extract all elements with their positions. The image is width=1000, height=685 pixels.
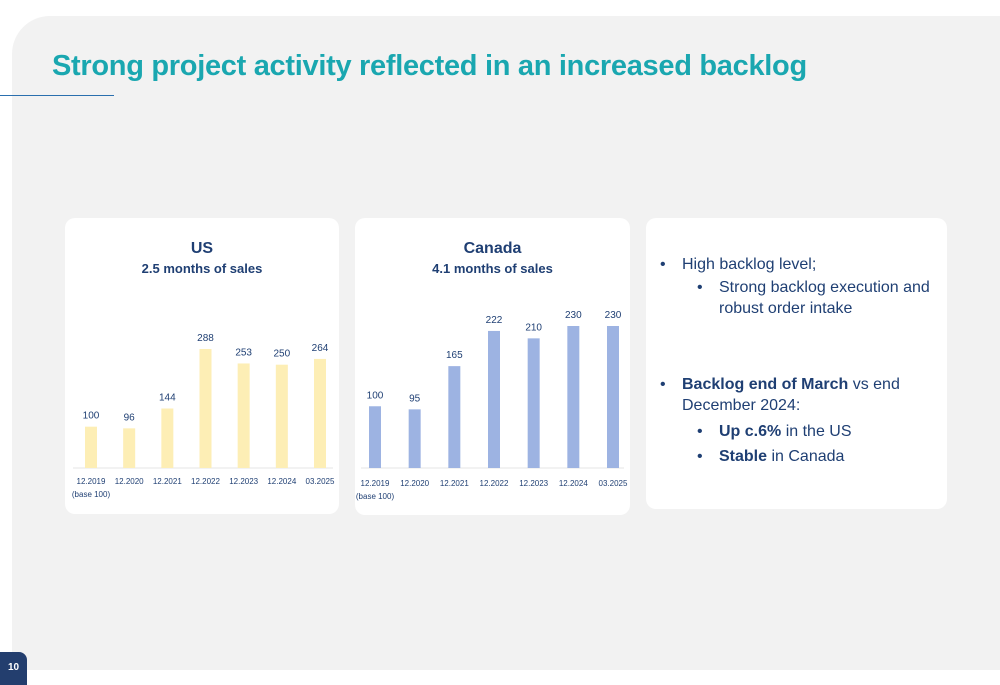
canada-value-label: 100 — [367, 390, 384, 401]
canada-bar — [369, 406, 381, 468]
bullet-canada: • Stable in Canada — [697, 446, 919, 467]
canada-bar-chart: 100 12.2019 (base 100) 95 12.2020 165 12.2021 2… — [356, 310, 628, 501]
canada-tick-label: 12.2023 — [519, 479, 548, 488]
page-number-tab: 10 — [0, 652, 27, 685]
bullet-marker: • — [660, 376, 666, 393]
us-bar — [237, 363, 250, 468]
canada-chart-card: Canada 4.1 months of sales 100 12.2019 (ba… — [355, 218, 630, 515]
us-tick-label: 12.2022 — [191, 477, 220, 486]
bullet-marker: • — [660, 256, 666, 273]
canada-bar — [607, 326, 619, 468]
us-chart-title: US — [190, 240, 214, 257]
bullet-list: • High backlog level; • Strong backlog e… — [646, 218, 947, 509]
page-title: Strong project activity reflected in an … — [52, 50, 807, 82]
canada-tick-label: 12.2019 — [361, 479, 390, 488]
us-bar — [314, 358, 326, 468]
us-chart-card: US 2.5 months of sales 100 12.2019 (base 1… — [65, 218, 339, 514]
bullet-marker: • — [697, 279, 703, 296]
us-value-label: 250 — [273, 349, 290, 360]
us-bar — [85, 426, 97, 468]
canada-bar — [408, 409, 421, 468]
bullet-us: • Up c.6% in the US — [697, 421, 919, 442]
canada-chart-title: Canada — [463, 240, 522, 257]
canada-tick-note: (base 100) — [356, 492, 395, 501]
canada-value-label: 230 — [565, 310, 582, 321]
us-bar — [161, 408, 174, 468]
bullet-bold-text: Stable — [719, 448, 768, 465]
canada-tick-label: 12.2021 — [440, 479, 469, 488]
us-tick-label: 12.2019 — [77, 477, 106, 486]
bullet-backlog-level: • High backlog level; — [660, 254, 932, 275]
bullet-marker: • — [697, 448, 703, 465]
us-bar-chart: 100 12.2019 (base 100) 96 12.2020 144 12.2021 2… — [72, 333, 335, 499]
canada-chart-subtitle: 4.1 months of sales — [432, 261, 553, 276]
canada-tick-label: 12.2020 — [400, 479, 429, 488]
us-bar — [199, 349, 212, 468]
us-value-label: 288 — [197, 333, 214, 344]
commentary-card: • High backlog level; • Strong backlog e… — [646, 218, 947, 509]
us-tick-label: 12.2021 — [153, 477, 182, 486]
us-chart-subtitle: 2.5 months of sales — [141, 261, 263, 276]
us-value-label: 100 — [83, 411, 100, 422]
us-bar — [275, 364, 288, 468]
page-number: 10 — [7, 662, 20, 673]
us-value-label: 253 — [235, 347, 252, 358]
us-tick-label: 03.2025 — [306, 477, 335, 486]
us-value-label: 264 — [312, 343, 329, 354]
us-tick-label: 12.2023 — [229, 477, 258, 486]
bullet-bold-text: Up c.6% — [719, 423, 782, 440]
canada-bar — [567, 326, 580, 468]
us-bar — [123, 428, 136, 468]
canada-value-label: 230 — [605, 310, 622, 321]
bullet-text: Strong backlog execution and robust orde… — [719, 279, 930, 317]
canada-value-label: 165 — [446, 350, 463, 361]
canada-bar — [527, 338, 540, 468]
canada-tick-label: 03.2025 — [599, 479, 628, 488]
us-tick-label: 12.2024 — [267, 477, 296, 486]
bullet-text: High backlog level; — [682, 256, 817, 273]
bullet-text: in the US — [781, 423, 852, 440]
bullet-execution: • Strong backlog execution and robust or… — [697, 277, 934, 319]
us-tick-note: (base 100) — [72, 490, 111, 499]
bullet-text: vs end December 2024: — [682, 376, 900, 414]
canada-value-label: 222 — [486, 315, 503, 326]
canada-tick-label: 12.2022 — [480, 479, 509, 488]
canada-value-label: 95 — [409, 393, 421, 404]
canada-bar — [448, 366, 461, 468]
bullet-text: in Canada — [767, 448, 845, 465]
title-underline — [0, 95, 114, 96]
us-value-label: 96 — [124, 412, 136, 423]
canada-bar — [488, 330, 500, 468]
bullet-backlog-end-march: • Backlog end of March vs end December 2… — [660, 374, 927, 416]
canada-value-label: 210 — [525, 322, 542, 333]
us-tick-label: 12.2020 — [115, 477, 144, 486]
bullet-marker: • — [697, 423, 703, 440]
bullet-bold-text: Backlog end of March — [682, 376, 849, 393]
canada-tick-label: 12.2024 — [559, 479, 588, 488]
us-value-label: 144 — [159, 393, 176, 404]
